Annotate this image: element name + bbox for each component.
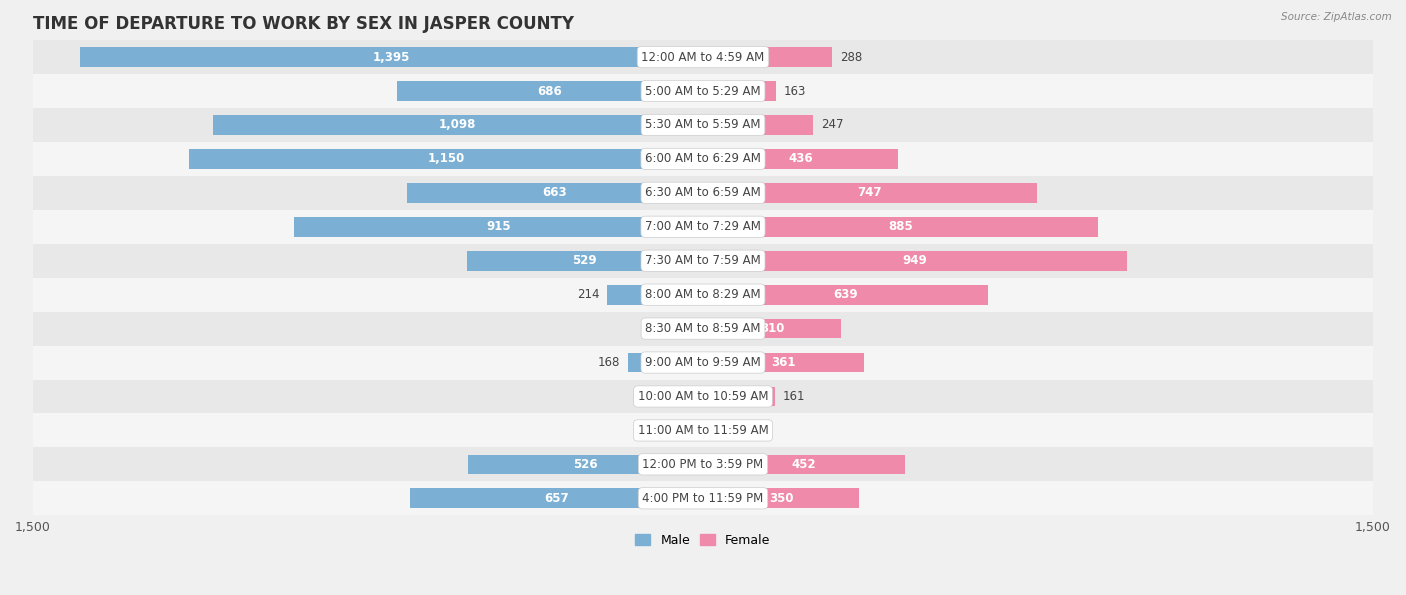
Text: 214: 214 <box>576 288 599 301</box>
Text: TIME OF DEPARTURE TO WORK BY SEX IN JASPER COUNTY: TIME OF DEPARTURE TO WORK BY SEX IN JASP… <box>32 15 574 33</box>
Text: 639: 639 <box>834 288 858 301</box>
Text: 288: 288 <box>839 51 862 64</box>
Bar <box>406 183 703 203</box>
Text: Source: ZipAtlas.com: Source: ZipAtlas.com <box>1281 12 1392 22</box>
Text: 9:00 AM to 9:59 AM: 9:00 AM to 9:59 AM <box>645 356 761 369</box>
Bar <box>669 319 703 339</box>
Text: 8:00 AM to 8:29 AM: 8:00 AM to 8:29 AM <box>645 288 761 301</box>
Bar <box>32 447 1374 481</box>
Bar <box>294 217 703 237</box>
Text: 1,395: 1,395 <box>373 51 411 64</box>
Text: 1,150: 1,150 <box>427 152 465 165</box>
Text: 7:00 AM to 7:29 AM: 7:00 AM to 7:29 AM <box>645 220 761 233</box>
Bar <box>409 488 703 508</box>
Text: 747: 747 <box>858 186 882 199</box>
Bar <box>703 149 898 169</box>
Text: 8:30 AM to 8:59 AM: 8:30 AM to 8:59 AM <box>645 322 761 335</box>
Text: 5:30 AM to 5:59 AM: 5:30 AM to 5:59 AM <box>645 118 761 131</box>
Bar <box>676 387 703 406</box>
Text: 4:00 PM to 11:59 PM: 4:00 PM to 11:59 PM <box>643 492 763 505</box>
Bar <box>80 47 703 67</box>
Text: 949: 949 <box>903 254 928 267</box>
Text: 436: 436 <box>789 152 813 165</box>
Legend: Male, Female: Male, Female <box>630 529 776 552</box>
Bar <box>396 81 703 101</box>
Text: 885: 885 <box>889 220 912 233</box>
Text: 361: 361 <box>772 356 796 369</box>
Bar <box>468 455 703 474</box>
Bar <box>32 244 1374 278</box>
Bar <box>467 251 703 271</box>
Bar <box>32 210 1374 244</box>
Text: 6:00 AM to 6:29 AM: 6:00 AM to 6:29 AM <box>645 152 761 165</box>
Text: 350: 350 <box>769 492 793 505</box>
Text: 247: 247 <box>821 118 844 131</box>
Bar <box>32 312 1374 346</box>
Bar <box>703 353 865 372</box>
Text: 7:30 AM to 7:59 AM: 7:30 AM to 7:59 AM <box>645 254 761 267</box>
Bar <box>32 346 1374 380</box>
Bar <box>32 108 1374 142</box>
Text: 12:00 PM to 3:59 PM: 12:00 PM to 3:59 PM <box>643 458 763 471</box>
Text: 1,098: 1,098 <box>439 118 477 131</box>
Bar <box>32 278 1374 312</box>
Text: 163: 163 <box>785 84 806 98</box>
Text: 168: 168 <box>598 356 620 369</box>
Bar <box>190 149 703 169</box>
Text: 526: 526 <box>574 458 598 471</box>
Bar <box>607 285 703 305</box>
Bar <box>703 488 859 508</box>
Bar <box>32 380 1374 414</box>
Bar <box>703 421 737 440</box>
Text: 529: 529 <box>572 254 598 267</box>
Text: 5:00 AM to 5:29 AM: 5:00 AM to 5:29 AM <box>645 84 761 98</box>
Bar <box>703 217 1098 237</box>
Text: 161: 161 <box>783 390 806 403</box>
Text: 663: 663 <box>543 186 567 199</box>
Text: 915: 915 <box>486 220 510 233</box>
Text: 59: 59 <box>654 390 669 403</box>
Bar <box>703 285 988 305</box>
Text: 75: 75 <box>745 424 759 437</box>
Text: 12:00 AM to 4:59 AM: 12:00 AM to 4:59 AM <box>641 51 765 64</box>
Bar <box>703 455 905 474</box>
Bar <box>703 319 841 339</box>
Bar <box>693 421 703 440</box>
Bar <box>703 387 775 406</box>
Text: 21: 21 <box>671 424 686 437</box>
Bar <box>32 74 1374 108</box>
Bar <box>703 183 1036 203</box>
Text: 11:00 AM to 11:59 AM: 11:00 AM to 11:59 AM <box>638 424 768 437</box>
Text: 657: 657 <box>544 492 568 505</box>
Bar <box>32 142 1374 176</box>
Text: 10:00 AM to 10:59 AM: 10:00 AM to 10:59 AM <box>638 390 768 403</box>
Bar <box>703 115 813 135</box>
Bar <box>703 251 1128 271</box>
Text: 310: 310 <box>761 322 785 335</box>
Bar <box>32 481 1374 515</box>
Bar <box>32 414 1374 447</box>
Bar <box>32 176 1374 210</box>
Bar <box>628 353 703 372</box>
Bar <box>212 115 703 135</box>
Text: 452: 452 <box>792 458 817 471</box>
Text: 686: 686 <box>537 84 562 98</box>
Bar <box>703 47 832 67</box>
Bar <box>703 81 776 101</box>
Text: 76: 76 <box>645 322 661 335</box>
Bar <box>32 40 1374 74</box>
Text: 6:30 AM to 6:59 AM: 6:30 AM to 6:59 AM <box>645 186 761 199</box>
